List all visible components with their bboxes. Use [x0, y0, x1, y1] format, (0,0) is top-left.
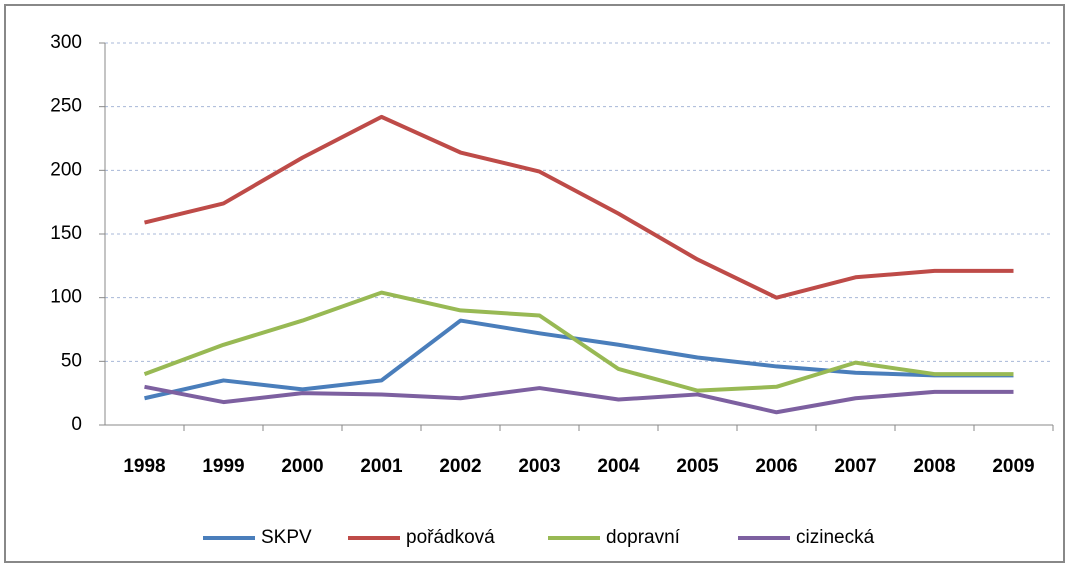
x-tick-label: 2008 — [913, 456, 955, 477]
x-tick-label: 2009 — [992, 456, 1034, 477]
legend-label: dopravní — [606, 527, 681, 548]
x-tick-label: 2006 — [755, 456, 797, 477]
y-tick-label: 200 — [50, 159, 82, 180]
series-line — [144, 114, 1014, 300]
y-tick-label: 300 — [50, 32, 82, 53]
y-tick-label: 100 — [50, 287, 82, 308]
chart-frame — [4, 4, 1065, 563]
series-line — [144, 384, 1014, 415]
x-tick-label: 2007 — [834, 456, 876, 477]
x-tick-label: 1999 — [202, 456, 244, 477]
x-tick-label: 2004 — [597, 456, 640, 477]
x-tick-label: 1998 — [123, 456, 165, 477]
legend-label: pořádková — [406, 527, 495, 548]
y-tick-label: 50 — [61, 350, 82, 371]
series-line — [144, 318, 1014, 401]
series-line — [143, 290, 1014, 393]
x-tick-label: 2005 — [676, 456, 719, 477]
legend-label: cizinecká — [796, 527, 875, 548]
x-tick-label: 2000 — [281, 456, 323, 477]
x-tick-label: 2003 — [518, 456, 560, 477]
y-tick-label: 250 — [50, 96, 82, 117]
y-tick-label: 150 — [50, 223, 82, 244]
x-tick-label: 2002 — [439, 456, 481, 477]
x-tick-label: 2001 — [360, 456, 403, 477]
y-tick-label: 0 — [71, 414, 82, 435]
legend-label: SKPV — [261, 527, 312, 548]
